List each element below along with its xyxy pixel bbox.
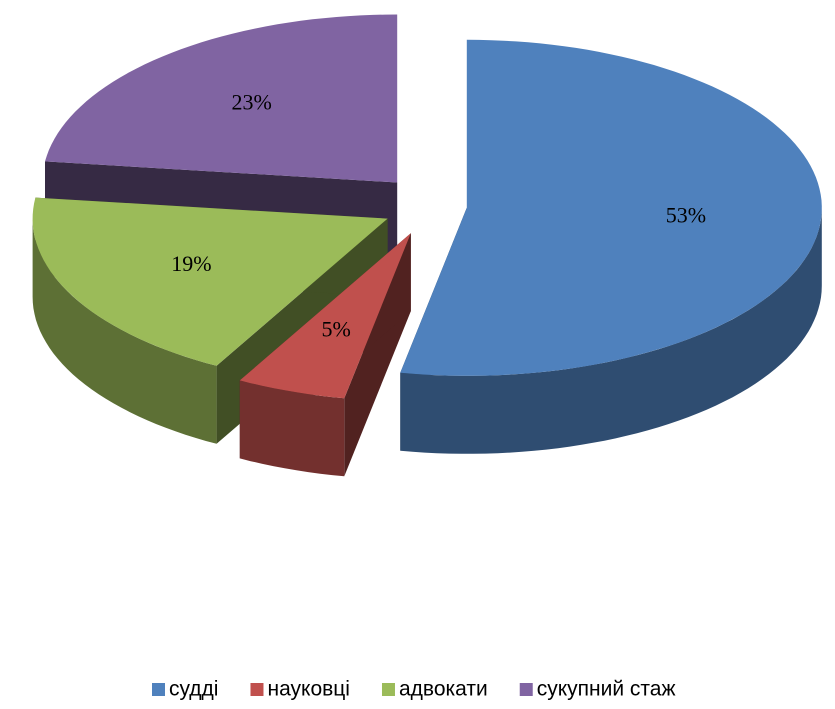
data-label: 23% (232, 89, 272, 114)
slice (32, 197, 388, 366)
data-label: 19% (171, 251, 211, 276)
data-label: 5% (322, 316, 351, 341)
legend-swatch (381, 683, 395, 696)
slice-rim (400, 207, 822, 454)
legend-label: сукупний стаж (537, 678, 676, 701)
legend-label: судді (169, 678, 218, 701)
legend-label: науковці (267, 678, 350, 701)
data-label: 53% (666, 203, 706, 228)
slice-rim (32, 218, 217, 444)
legend-swatch (250, 683, 264, 696)
slice (45, 14, 398, 183)
slice (239, 233, 411, 399)
legend-swatch (152, 683, 165, 696)
legend-label: адвокати (399, 678, 488, 701)
slice-rim (239, 380, 345, 477)
slice (400, 39, 822, 376)
legend-swatch (519, 683, 533, 696)
